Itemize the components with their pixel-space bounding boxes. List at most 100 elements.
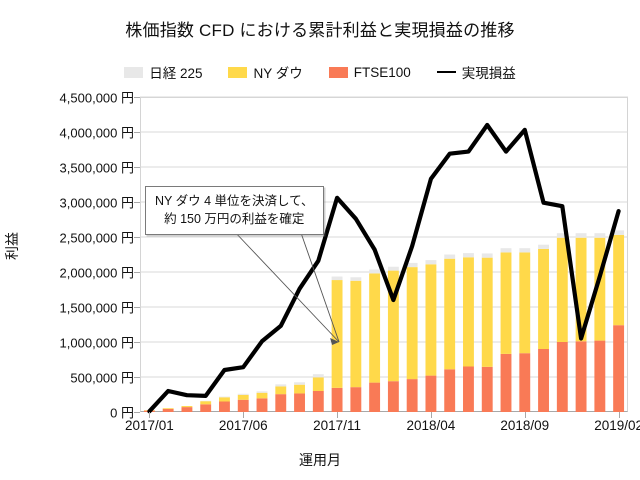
y-axis-tick-label: 4,500,000 円 (59, 90, 134, 106)
bar-segment (256, 391, 268, 393)
x-axis-tick-mark (430, 412, 432, 418)
bar-segment (538, 349, 549, 412)
bar-segment (519, 248, 531, 253)
bar-segment (331, 280, 343, 388)
bar-segment (387, 266, 399, 271)
y-axis-tick-mark (134, 237, 140, 238)
x-axis-tick-mark (618, 412, 620, 418)
bar-segment (613, 230, 625, 235)
bar-segment (481, 257, 493, 367)
legend-label: 実現損益 (461, 66, 516, 81)
legend-item: FTSE100 (328, 64, 411, 80)
bar-segment (538, 244, 549, 249)
bar-segment (463, 366, 474, 412)
x-axis-tick-label: 2018/09 (500, 418, 550, 433)
legend-color-swatch (228, 66, 248, 78)
bar-segment (594, 340, 606, 412)
y-axis-tick-mark (134, 202, 140, 203)
y-axis-tick-mark (134, 272, 140, 273)
x-axis-title: 運用月 (299, 452, 341, 468)
bar-segment (425, 260, 437, 265)
bar-segment (312, 377, 324, 391)
bar-segment (481, 366, 493, 412)
bar-segment (556, 342, 568, 412)
bar-segment (294, 393, 305, 412)
bar-segment (594, 233, 606, 238)
chart-legend: 日経 225 NY ダウ FTSE100 実現損益 (0, 62, 640, 82)
bar-segment (369, 382, 381, 412)
bar-segment (219, 401, 230, 412)
bar-segment (463, 257, 474, 367)
y-axis-tick-label: 500,000 円 (70, 370, 134, 386)
bar-segment (294, 382, 305, 385)
x-axis-tick-label: 2017/06 (218, 418, 268, 433)
bar-segment (219, 396, 230, 398)
legend-item: 実現損益 (436, 62, 516, 82)
bar-segment (181, 406, 193, 408)
bar-segment (425, 375, 437, 412)
bar-segment (294, 384, 305, 394)
bar-segment (500, 252, 512, 354)
bar-segment (500, 353, 512, 412)
x-axis-tick-mark (337, 412, 339, 418)
legend-line-marker (436, 71, 456, 73)
bar-segment (519, 353, 531, 412)
bar-segment (200, 401, 212, 405)
bar-segment (219, 397, 230, 402)
bar-segment (331, 276, 343, 281)
y-axis-tick-label: 2,500,000 円 (59, 230, 134, 246)
y-axis-tick-label: 4,000,000 円 (59, 125, 134, 141)
x-axis-tick-mark (524, 412, 526, 418)
legend-label: FTSE100 (353, 64, 411, 80)
x-axis-tick-label: 2017/01 (124, 418, 174, 433)
plot-canvas (140, 97, 628, 412)
bar-segment (350, 387, 362, 412)
bar-segment (406, 267, 418, 380)
bar-segment (500, 248, 512, 253)
x-axis-tick-mark (243, 412, 245, 418)
bar-group (143, 230, 625, 412)
bar-segment (162, 408, 174, 409)
y-axis-tick-label: 3,000,000 円 (59, 195, 134, 211)
bar-segment (275, 394, 287, 412)
annotation-callout: NY ダウ 4 単位を決済して、 約 150 万円の利益を確定 (145, 186, 324, 236)
bar-segment (444, 254, 456, 259)
bar-segment (275, 386, 287, 395)
bar-segment (575, 341, 587, 412)
bar-segment (613, 234, 625, 326)
bar-segment (387, 381, 399, 412)
bar-segment (237, 399, 249, 412)
bar-segment (594, 237, 606, 341)
bar-segment (613, 325, 625, 412)
annotation-line-2: 約 150 万円の利益を確定 (164, 212, 305, 227)
bar-segment (350, 277, 362, 281)
bar-segment (406, 379, 418, 412)
x-axis-tick-label: 2019/02 (594, 418, 640, 433)
bar-segment (369, 269, 381, 274)
bar-segment (312, 391, 324, 412)
bar-segment (575, 233, 587, 238)
bar-segment (444, 258, 456, 370)
bar-segment (575, 237, 587, 342)
y-axis-tick-label: 1,500,000 円 (59, 300, 134, 316)
legend-item: NY ダウ (228, 62, 303, 82)
bar-segment (556, 237, 568, 342)
x-axis-tick-mark (149, 412, 151, 418)
y-axis-tick-label: 0 円 (110, 405, 134, 421)
bar-segment (162, 408, 174, 412)
x-axis-tick-label: 2018/04 (406, 418, 456, 433)
bar-segment (200, 404, 212, 412)
legend-color-swatch (124, 66, 144, 78)
bar-segment (519, 252, 531, 354)
x-axis-tick-label: 2017/11 (313, 418, 361, 433)
legend-label: 日経 225 (149, 66, 203, 81)
bar-segment (463, 253, 474, 258)
bar-segment (312, 374, 324, 378)
bar-segment (387, 270, 399, 382)
bar-segment (256, 392, 268, 399)
y-axis-tick-mark (134, 97, 140, 98)
bar-segment (331, 387, 343, 412)
legend-label: NY ダウ (253, 66, 303, 81)
y-axis-tick-label: 1,000,000 円 (59, 335, 134, 351)
bar-segment (556, 233, 568, 238)
